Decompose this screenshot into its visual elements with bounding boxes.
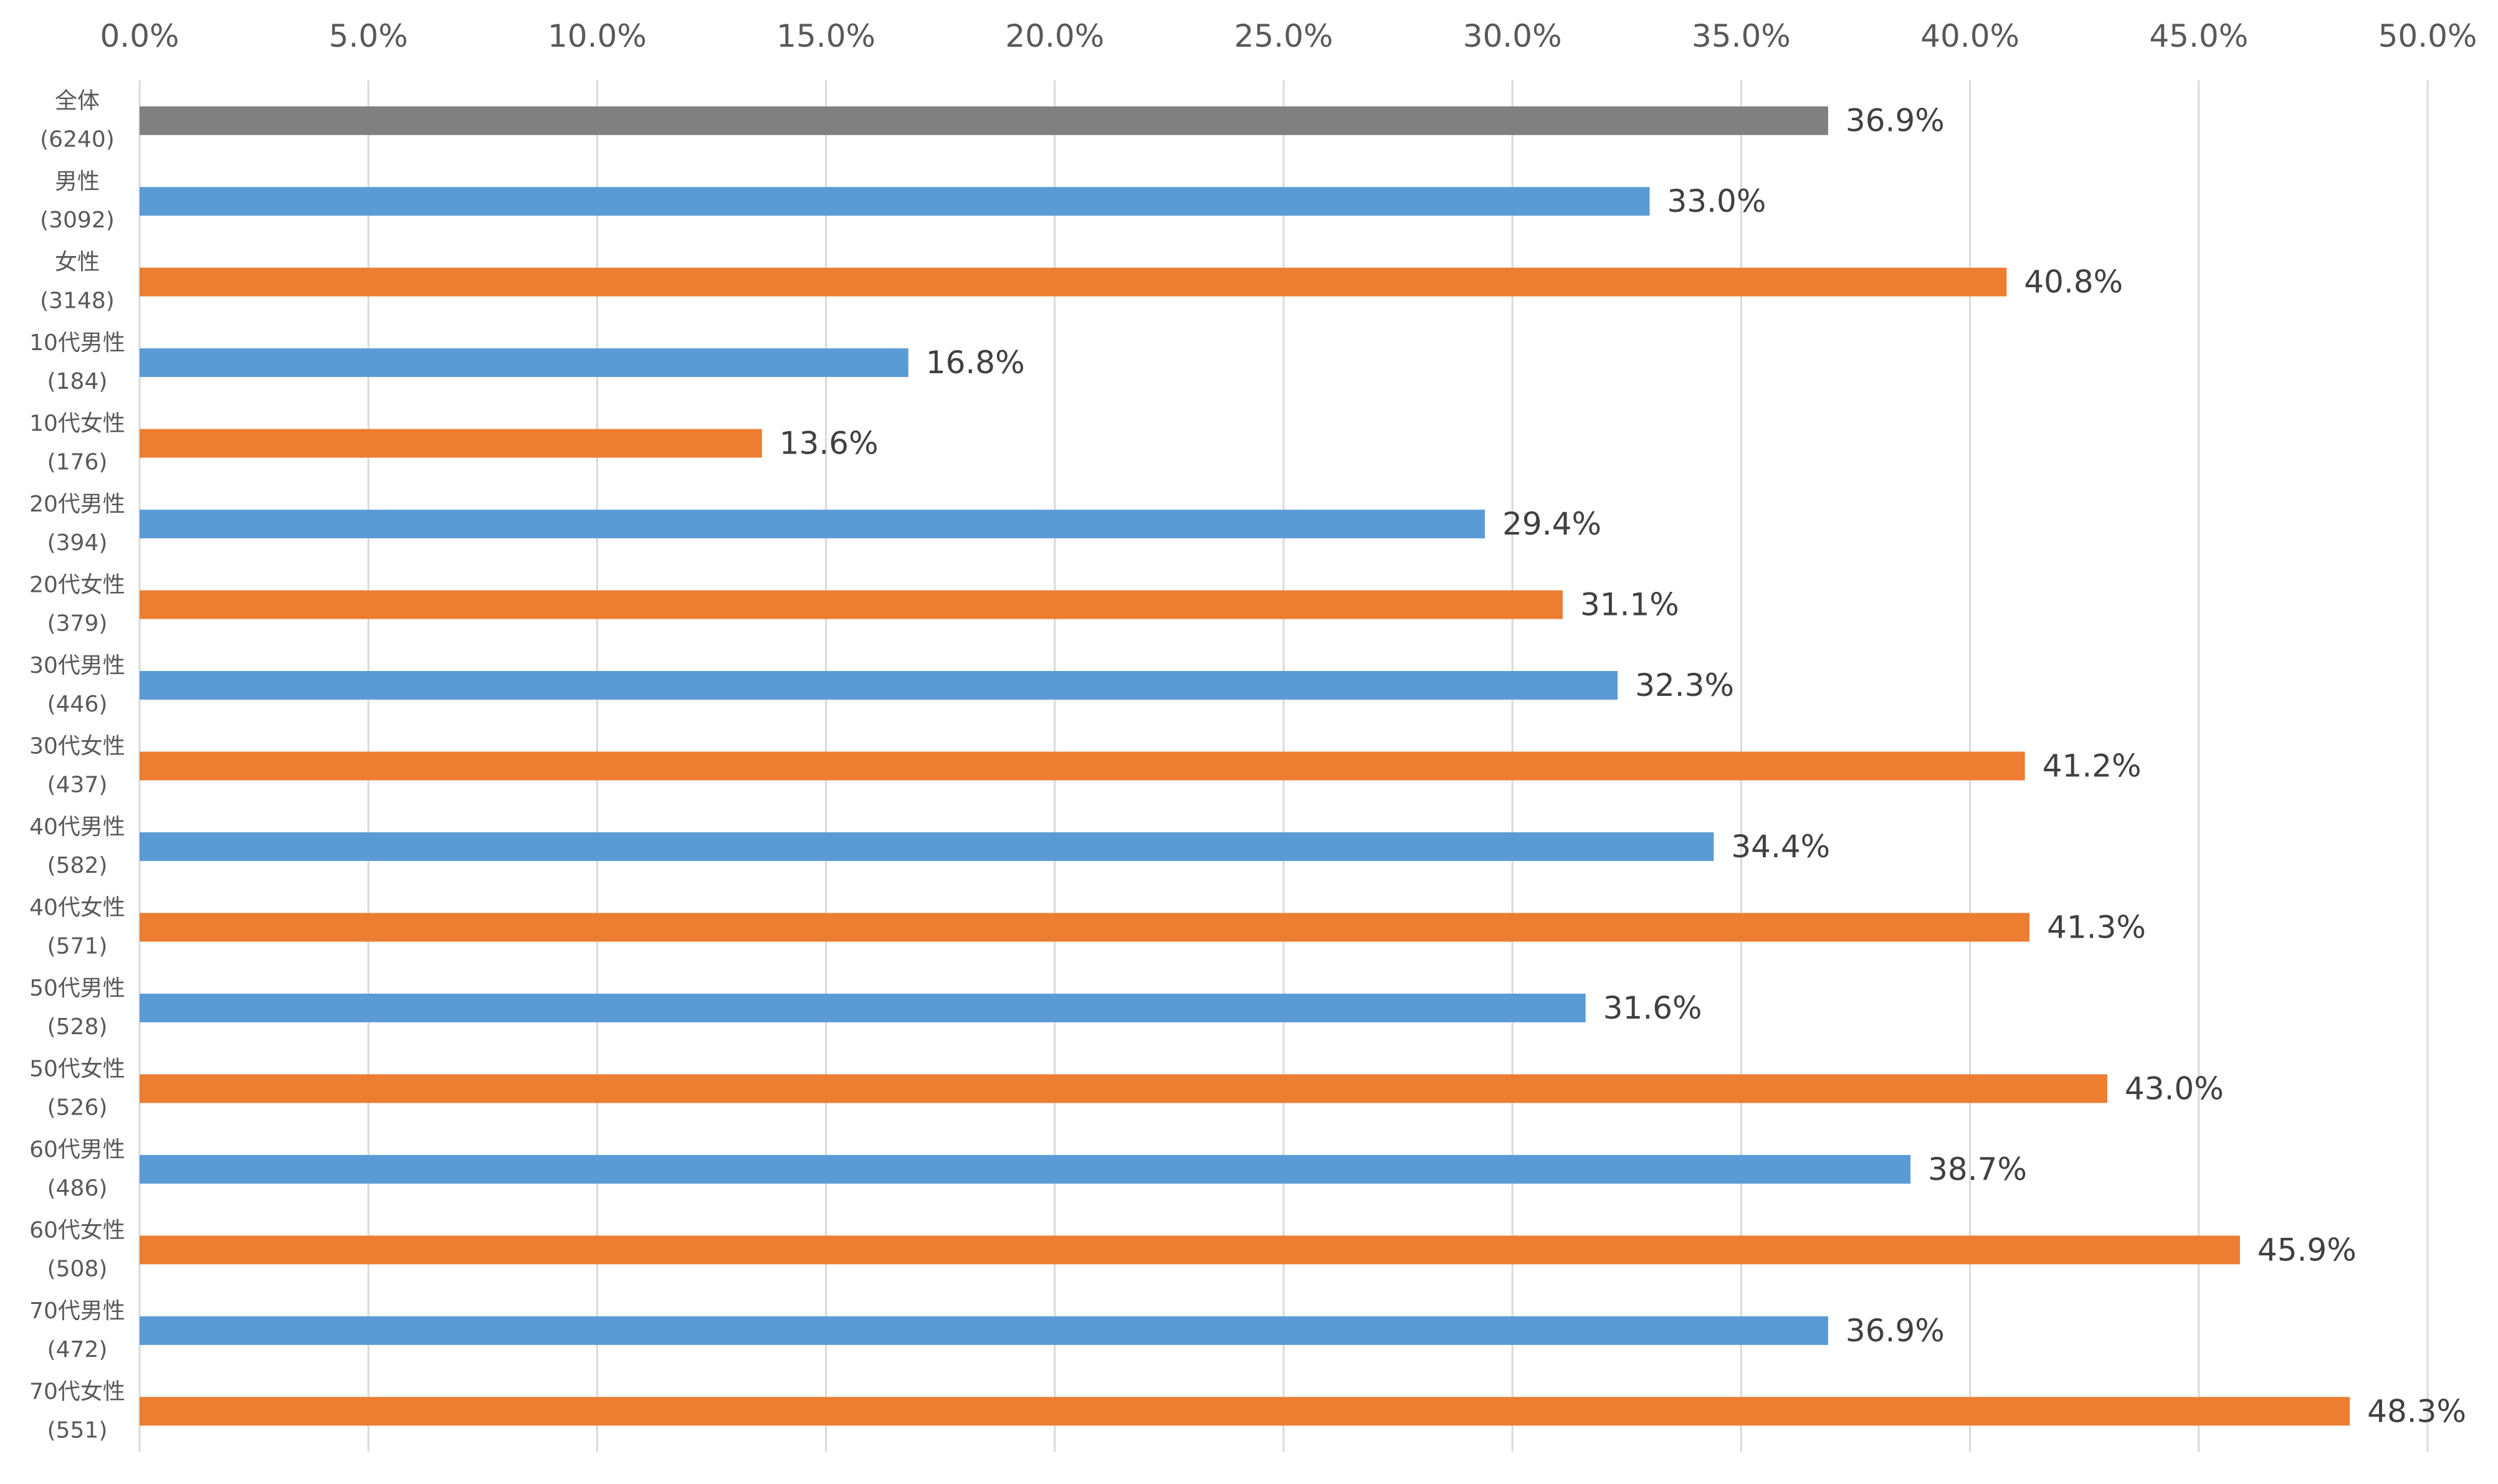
category-count: (437) — [47, 773, 108, 798]
category-count: (582) — [47, 853, 108, 878]
category-count: (551) — [47, 1417, 108, 1443]
category-count: (394) — [47, 530, 108, 556]
x-tick-label: 15.0% — [776, 18, 875, 54]
data-label: 31.1% — [1580, 587, 1679, 623]
x-axis-ticks: 0.0% 5.0% 10.0% 15.0% 20.0% 25.0% 30.0% 35.0% 40… — [100, 18, 2477, 54]
category-label: 全体 — [55, 88, 100, 114]
data-label: 36.9% — [1846, 1313, 1945, 1349]
category-count: (6240) — [40, 127, 115, 153]
x-tick-label: 25.0% — [1234, 18, 1333, 54]
bar-female — [140, 913, 2030, 942]
data-label: 40.8% — [2024, 264, 2123, 300]
bar-female — [140, 590, 1563, 619]
category-label: 40代男性 — [29, 814, 125, 840]
bar-total — [140, 106, 1828, 135]
bar-male — [140, 1154, 1911, 1184]
bar-female — [140, 429, 762, 458]
data-label: 31.6% — [1603, 990, 1702, 1026]
x-tick-label: 35.0% — [1692, 18, 1791, 54]
data-label: 16.8% — [926, 345, 1025, 381]
category-label: 20代男性 — [29, 492, 125, 517]
bars — [140, 106, 2350, 1426]
x-tick-label: 5.0% — [329, 18, 408, 54]
category-count: (3092) — [40, 207, 115, 233]
category-count: (508) — [47, 1256, 108, 1282]
bar-male — [140, 510, 1485, 539]
x-tick-label: 40.0% — [1920, 18, 2019, 54]
bar-male — [140, 1316, 1828, 1345]
data-label: 43.0% — [2125, 1070, 2224, 1106]
data-label: 34.4% — [1731, 829, 1830, 865]
category-label: 40代女性 — [29, 895, 125, 920]
data-label: 41.2% — [2043, 748, 2142, 784]
bar-female — [140, 1074, 2107, 1103]
category-label: 女性 — [55, 250, 100, 275]
category-label: 10代女性 — [29, 411, 125, 437]
category-count: (184) — [47, 369, 108, 394]
data-label: 45.9% — [2257, 1232, 2357, 1268]
category-label: 60代男性 — [29, 1137, 125, 1163]
category-label: 30代男性 — [29, 653, 125, 678]
category-label: 70代男性 — [29, 1298, 125, 1324]
category-count: (486) — [47, 1176, 108, 1201]
bar-female — [140, 267, 2007, 297]
category-label: 50代男性 — [29, 976, 125, 1001]
bar-male — [140, 671, 1618, 700]
x-tick-label: 20.0% — [1005, 18, 1104, 54]
data-label: 32.3% — [1635, 667, 1734, 703]
category-count: (472) — [47, 1337, 108, 1363]
data-label: 33.0% — [1667, 183, 1766, 219]
category-label: 20代女性 — [29, 573, 125, 598]
x-tick-label: 0.0% — [100, 18, 179, 54]
bar-male — [140, 348, 908, 378]
bar-female — [140, 1235, 2240, 1265]
bar-male — [140, 993, 1586, 1022]
data-label: 29.4% — [1502, 506, 1601, 542]
category-count: (3148) — [40, 288, 115, 314]
category-count: (176) — [47, 450, 108, 475]
data-label: 41.3% — [2047, 909, 2146, 945]
category-count: (528) — [47, 1014, 108, 1040]
bar-male — [140, 832, 1714, 861]
data-label: 38.7% — [1928, 1151, 2027, 1187]
category-count: (526) — [47, 1095, 108, 1120]
data-label: 48.3% — [2367, 1393, 2466, 1429]
bar-female — [140, 751, 2025, 781]
x-tick-label: 50.0% — [2378, 18, 2477, 54]
category-label: 60代女性 — [29, 1217, 125, 1243]
data-labels: 36.9% 33.0% 40.8% 16.8% 13.6% 29.4% 31.1% 32.3%… — [779, 103, 2466, 1430]
category-count: (571) — [47, 933, 108, 959]
category-label: 30代女性 — [29, 734, 125, 759]
bar-female — [140, 1397, 2350, 1426]
category-label: 50代女性 — [29, 1056, 125, 1082]
category-count: (446) — [47, 692, 108, 717]
bar-male — [140, 187, 1650, 216]
x-tick-label: 30.0% — [1463, 18, 1562, 54]
category-labels: 全体 (6240) 男性 (3092) 女性 (3148) 10代男性 (184) 10代女性 (… — [29, 88, 125, 1444]
category-label: 10代男性 — [29, 330, 125, 356]
category-label: 男性 — [55, 169, 100, 194]
x-tick-label: 10.0% — [548, 18, 647, 54]
data-label: 13.6% — [779, 426, 879, 462]
category-count: (379) — [47, 611, 108, 637]
x-tick-label: 45.0% — [2149, 18, 2248, 54]
data-label: 36.9% — [1846, 103, 1945, 139]
category-label: 70代女性 — [29, 1379, 125, 1404]
